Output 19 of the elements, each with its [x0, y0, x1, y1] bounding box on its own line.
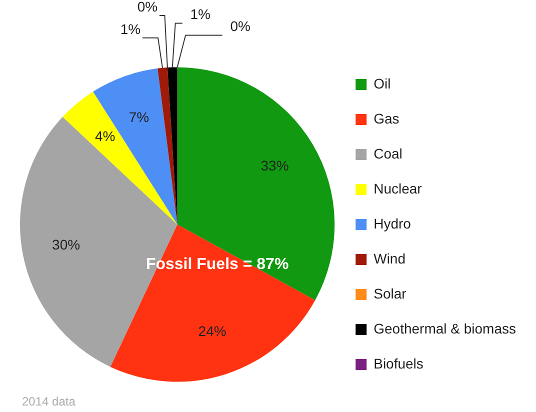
data-label: 24% [198, 323, 226, 340]
legend-label: Solar [374, 285, 407, 302]
data-label: 30% [52, 236, 80, 253]
data-label: 1% [120, 20, 141, 37]
legend-label: Coal [374, 145, 402, 162]
data-label: 7% [128, 108, 150, 125]
legend-label: Geothermal & biomass [374, 320, 516, 336]
text: 0% [137, 0, 158, 14]
text: 2014 data [22, 394, 76, 408]
legend-label: Wind [374, 250, 406, 266]
legend-label: Nuclear [374, 180, 422, 196]
data-label: 33% [260, 158, 289, 174]
legend-label: Biofuels [374, 355, 424, 372]
legend-label: Gas [374, 110, 400, 126]
text: 0% [230, 18, 250, 34]
data-label: 1% [190, 6, 210, 22]
data-label: 4% [94, 128, 116, 144]
legend-label: Hydro [374, 215, 412, 232]
legend-label: Oil [374, 75, 391, 92]
